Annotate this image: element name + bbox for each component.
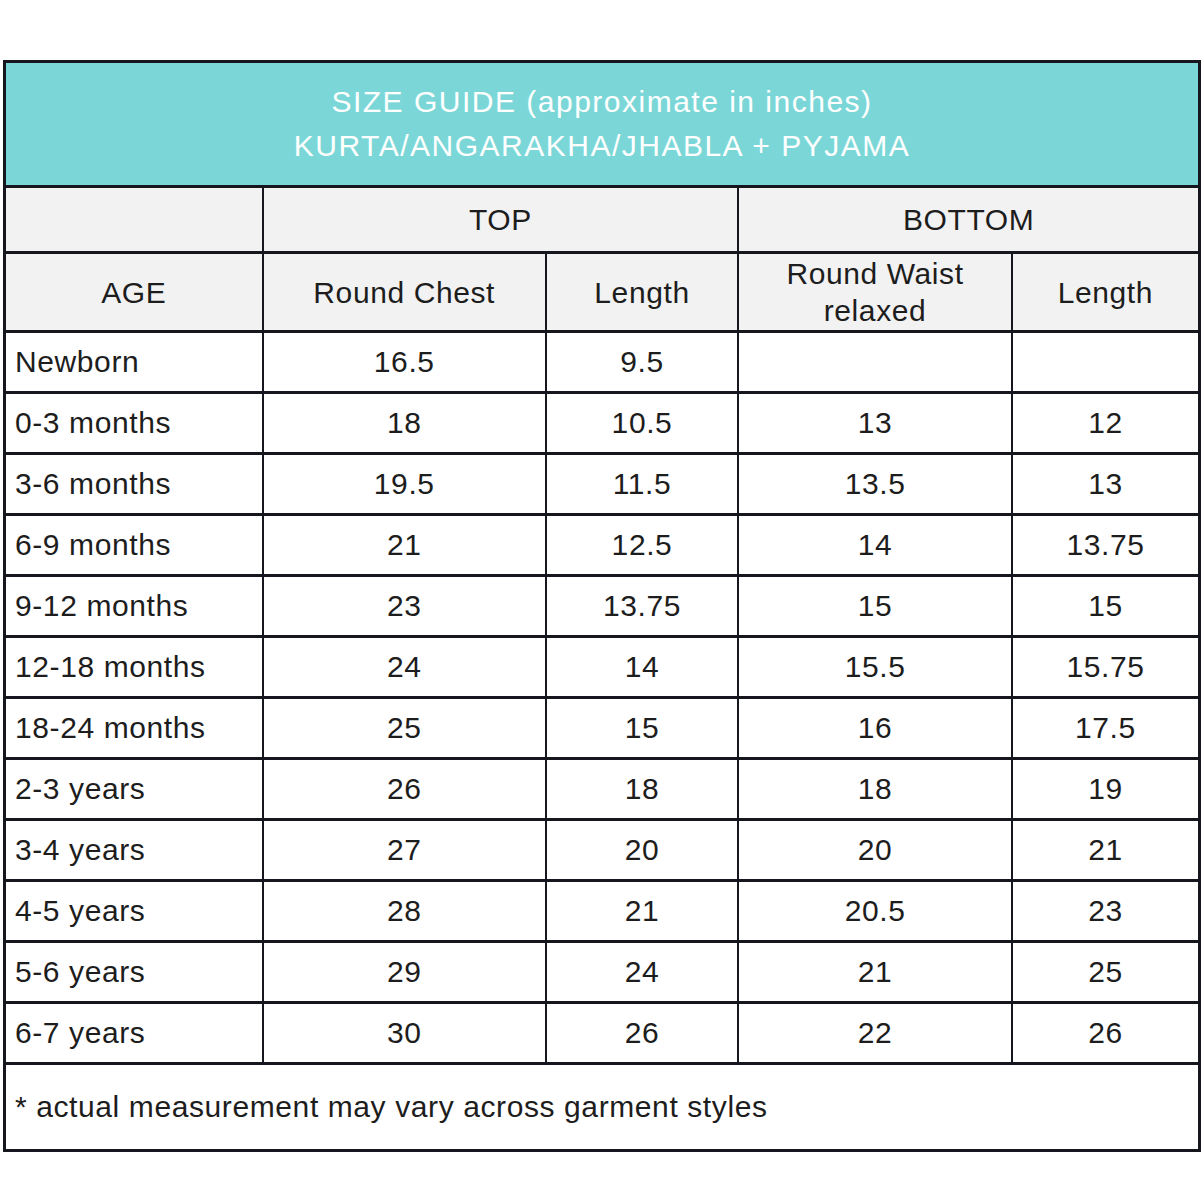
table-row: 5-6 years29242125 bbox=[5, 942, 1200, 1003]
size-guide-page: SIZE GUIDE (approximate in inches) KURTA… bbox=[0, 0, 1204, 1204]
column-header-round-waist: Round Waist relaxed bbox=[738, 253, 1012, 332]
age-cell: 0-3 months bbox=[5, 393, 263, 454]
age-cell: 4-5 years bbox=[5, 881, 263, 942]
column-header-age: AGE bbox=[5, 253, 263, 332]
bottom-length-cell: 17.5 bbox=[1012, 698, 1200, 759]
bottom-length-cell: 23 bbox=[1012, 881, 1200, 942]
table-row: 0-3 months1810.51312 bbox=[5, 393, 1200, 454]
bottom-length-cell: 21 bbox=[1012, 820, 1200, 881]
group-header-bottom: BOTTOM bbox=[738, 187, 1199, 253]
bottom-length-cell: 26 bbox=[1012, 1003, 1200, 1064]
footnote-text: * actual measurement may vary across gar… bbox=[5, 1064, 1200, 1151]
top-length-cell: 20 bbox=[546, 820, 738, 881]
round-waist-cell: 21 bbox=[738, 942, 1012, 1003]
round-chest-cell: 21 bbox=[263, 515, 546, 576]
round-chest-cell: 27 bbox=[263, 820, 546, 881]
round-waist-cell: 15.5 bbox=[738, 637, 1012, 698]
round-waist-cell: 14 bbox=[738, 515, 1012, 576]
round-chest-cell: 29 bbox=[263, 942, 546, 1003]
age-cell: 9-12 months bbox=[5, 576, 263, 637]
bottom-length-cell: 13 bbox=[1012, 454, 1200, 515]
group-header-spacer bbox=[5, 187, 263, 253]
round-chest-cell: 19.5 bbox=[263, 454, 546, 515]
top-length-cell: 9.5 bbox=[546, 332, 738, 393]
bottom-length-cell bbox=[1012, 332, 1200, 393]
title-line-2: KURTA/ANGARAKHA/JHABLA + PYJAMA bbox=[6, 124, 1198, 168]
bottom-length-cell: 15 bbox=[1012, 576, 1200, 637]
group-header-top: TOP bbox=[263, 187, 739, 253]
top-length-cell: 10.5 bbox=[546, 393, 738, 454]
round-waist-cell: 20 bbox=[738, 820, 1012, 881]
size-guide-table: SIZE GUIDE (approximate in inches) KURTA… bbox=[3, 60, 1201, 1152]
table-row: Newborn16.59.5 bbox=[5, 332, 1200, 393]
round-waist-cell: 18 bbox=[738, 759, 1012, 820]
table-row: 18-24 months25151617.5 bbox=[5, 698, 1200, 759]
footnote-row: * actual measurement may vary across gar… bbox=[5, 1064, 1200, 1151]
round-chest-cell: 18 bbox=[263, 393, 546, 454]
age-cell: 6-9 months bbox=[5, 515, 263, 576]
round-waist-cell: 15 bbox=[738, 576, 1012, 637]
top-length-cell: 11.5 bbox=[546, 454, 738, 515]
round-chest-cell: 23 bbox=[263, 576, 546, 637]
table-row: 2-3 years26181819 bbox=[5, 759, 1200, 820]
bottom-length-cell: 19 bbox=[1012, 759, 1200, 820]
table-row: 3-6 months19.511.513.513 bbox=[5, 454, 1200, 515]
size-rows-body: Newborn16.59.50-3 months1810.513123-6 mo… bbox=[5, 332, 1200, 1064]
age-cell: 3-4 years bbox=[5, 820, 263, 881]
age-cell: 2-3 years bbox=[5, 759, 263, 820]
round-chest-cell: 24 bbox=[263, 637, 546, 698]
top-length-cell: 18 bbox=[546, 759, 738, 820]
age-cell: 3-6 months bbox=[5, 454, 263, 515]
title-line-1: SIZE GUIDE (approximate in inches) bbox=[6, 80, 1198, 124]
round-waist-cell: 16 bbox=[738, 698, 1012, 759]
bottom-length-cell: 12 bbox=[1012, 393, 1200, 454]
round-chest-cell: 26 bbox=[263, 759, 546, 820]
title-row: SIZE GUIDE (approximate in inches) KURTA… bbox=[5, 62, 1200, 187]
table-title-banner: SIZE GUIDE (approximate in inches) KURTA… bbox=[5, 62, 1200, 187]
age-cell: 6-7 years bbox=[5, 1003, 263, 1064]
age-cell: 12-18 months bbox=[5, 637, 263, 698]
table-row: 12-18 months241415.515.75 bbox=[5, 637, 1200, 698]
age-cell: 18-24 months bbox=[5, 698, 263, 759]
bottom-length-cell: 13.75 bbox=[1012, 515, 1200, 576]
top-length-cell: 24 bbox=[546, 942, 738, 1003]
table-row: 6-7 years30262226 bbox=[5, 1003, 1200, 1064]
column-header-row: AGE Round Chest Length Round Waist relax… bbox=[5, 253, 1200, 332]
top-length-cell: 26 bbox=[546, 1003, 738, 1064]
table-row: 4-5 years282120.523 bbox=[5, 881, 1200, 942]
top-length-cell: 15 bbox=[546, 698, 738, 759]
group-header-row: TOP BOTTOM bbox=[5, 187, 1200, 253]
round-waist-cell: 13 bbox=[738, 393, 1012, 454]
round-chest-cell: 28 bbox=[263, 881, 546, 942]
round-chest-cell: 25 bbox=[263, 698, 546, 759]
round-waist-cell bbox=[738, 332, 1012, 393]
top-length-cell: 12.5 bbox=[546, 515, 738, 576]
age-cell: 5-6 years bbox=[5, 942, 263, 1003]
column-header-top-length: Length bbox=[546, 253, 738, 332]
top-length-cell: 13.75 bbox=[546, 576, 738, 637]
round-waist-cell: 20.5 bbox=[738, 881, 1012, 942]
round-chest-cell: 30 bbox=[263, 1003, 546, 1064]
table-row: 6-9 months2112.51413.75 bbox=[5, 515, 1200, 576]
round-waist-cell: 13.5 bbox=[738, 454, 1012, 515]
table-row: 3-4 years27202021 bbox=[5, 820, 1200, 881]
column-header-bottom-length: Length bbox=[1012, 253, 1200, 332]
round-waist-cell: 22 bbox=[738, 1003, 1012, 1064]
top-length-cell: 14 bbox=[546, 637, 738, 698]
bottom-length-cell: 25 bbox=[1012, 942, 1200, 1003]
age-cell: Newborn bbox=[5, 332, 263, 393]
bottom-length-cell: 15.75 bbox=[1012, 637, 1200, 698]
column-header-round-chest: Round Chest bbox=[263, 253, 546, 332]
table-row: 9-12 months2313.751515 bbox=[5, 576, 1200, 637]
top-length-cell: 21 bbox=[546, 881, 738, 942]
round-chest-cell: 16.5 bbox=[263, 332, 546, 393]
